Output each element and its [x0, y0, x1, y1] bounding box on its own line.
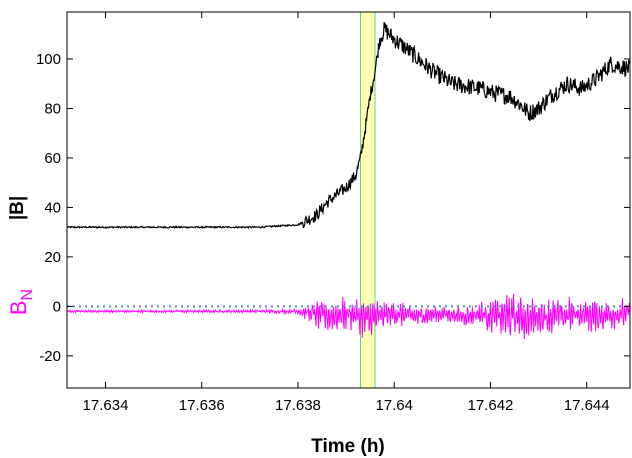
x-tick-label: 17.64: [375, 397, 413, 414]
x-tick-label: 17.644: [564, 397, 610, 414]
x-tick-label: 17.642: [468, 397, 514, 414]
y-tick-label: -20: [39, 348, 61, 365]
series-line-b-n: [66, 293, 631, 340]
y-tick-label: 80: [44, 100, 61, 117]
y-axis-label-upper: |B|: [7, 196, 28, 220]
x-tick-label: 17.638: [275, 397, 321, 414]
x-tick-layer: 17.634 17.636 17.638 17.64 17.642 17.644: [83, 12, 610, 414]
y-axis-label-lower: BN: [6, 289, 36, 315]
y-tick-label: 20: [44, 249, 61, 266]
x-axis-label: Time (h): [311, 436, 385, 457]
y-tick-label: 0: [53, 298, 61, 315]
series-layer: [66, 21, 631, 340]
x-tick-label: 17.634: [83, 397, 129, 414]
y-tick-label: 60: [44, 150, 61, 167]
x-tick-label: 17.636: [179, 397, 225, 414]
plot-area: [67, 12, 630, 388]
y-axis-label-lower-sub: N: [19, 289, 36, 301]
y-tick-label: 100: [36, 51, 61, 68]
y-tick-layer: -20 0 20 40 60 80 100: [36, 51, 630, 365]
y-tick-label: 40: [44, 199, 61, 216]
series-line-b-magnitude: [66, 21, 631, 230]
y-axis-label-lower-base: B: [6, 300, 31, 315]
plot-frame: [66, 11, 631, 389]
